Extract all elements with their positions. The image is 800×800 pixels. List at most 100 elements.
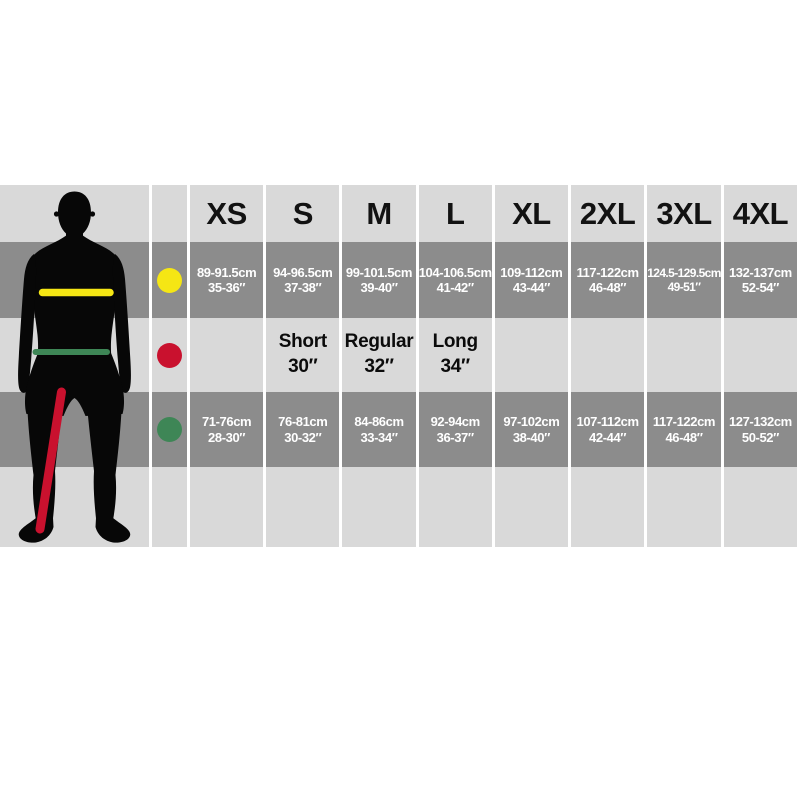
waist-in-value: 36-37″ [436, 429, 474, 445]
size-header-4xl: 4XL [723, 185, 797, 242]
silhouette-right-foot [95, 518, 131, 543]
size-header-l: L [418, 185, 492, 242]
chest-cell-4xl: 132-137cm 52-54″ [723, 242, 797, 318]
leg-cell-l: Long 34″ [418, 318, 492, 392]
figure-column-waist-cell [0, 392, 149, 467]
silhouette-left-arm [18, 254, 37, 393]
chest-cell-3xl: 124.5-129.5cm 49-51″ [647, 242, 721, 318]
empty-cell [418, 467, 492, 547]
waist-cell-m: 84-86cm 33-34″ [342, 392, 416, 467]
chest-in-value: 43-44″ [512, 280, 550, 295]
chest-in-value: 49-51″ [667, 280, 701, 294]
size-chart-table: XS S M L XL 2XL 3XL 4XL 89-91.5cm 35-36″ … [0, 185, 797, 547]
leg-length-label: Regular [344, 331, 414, 353]
leg-marker-cell [152, 318, 187, 392]
empty-cell [190, 467, 264, 547]
size-header-m: M [342, 185, 416, 242]
red-dot-icon [157, 342, 182, 368]
waist-in-value: 42-44″ [589, 429, 627, 445]
empty-cell [647, 467, 721, 547]
waist-cell-s: 76-81cm 30-32″ [266, 392, 340, 467]
leg-length-label: Short [278, 331, 327, 353]
model-silhouette [18, 191, 131, 543]
waist-cm-value: 107-112cm [576, 414, 639, 430]
chest-in-value: 39-40″ [360, 280, 398, 295]
leg-cell-m: Regular 32″ [342, 318, 416, 392]
empty-cell [723, 467, 797, 547]
leg-cell-4xl [723, 318, 797, 392]
chest-cell-2xl: 117-122cm 46-48″ [570, 242, 645, 318]
waist-cm-value: 92-94cm [430, 414, 481, 430]
waist-cm-value: 76-81cm [278, 414, 328, 430]
size-header-label: M [366, 195, 392, 231]
chest-cell-xs: 89-91.5cm 35-36″ [190, 242, 264, 318]
chest-cm-value: 94-96.5cm [273, 264, 333, 280]
silhouette-right-arm [112, 254, 131, 393]
size-header-label: XS [206, 195, 247, 231]
inside-leg-measure-band [35, 387, 66, 534]
chest-cm-value: 117-122cm [576, 264, 639, 280]
silhouette-head [58, 191, 91, 247]
size-header-label: S [292, 195, 314, 231]
waist-in-value: 38-40″ [512, 429, 550, 445]
empty-cell [266, 467, 340, 547]
chest-cm-value: 104-106.5cm [418, 264, 492, 280]
chest-cm-value: 99-101.5cm [345, 264, 413, 280]
chest-cell-s: 94-96.5cm 37-38″ [266, 242, 340, 318]
waist-cell-3xl: 117-122cm 46-48″ [647, 392, 721, 467]
empty-cell [152, 467, 187, 547]
silhouette-right-leg [87, 411, 122, 523]
leg-cell-2xl [570, 318, 645, 392]
size-header-label: 3XL [656, 195, 712, 231]
waist-cm-value: 71-76cm [201, 414, 252, 430]
size-header-3xl: 3XL [647, 185, 721, 242]
waist-cm-value: 97-102cm [503, 414, 560, 430]
leg-in-value: 30″ [288, 356, 318, 377]
chest-in-value: 37-38″ [284, 280, 322, 295]
waist-cell-xs: 71-76cm 28-30″ [190, 392, 264, 467]
chest-in-value: 41-42″ [436, 280, 474, 295]
marker-column-header-cell [152, 185, 187, 242]
leg-cell-s: Short 30″ [266, 318, 340, 392]
size-header-xl: XL [494, 185, 568, 242]
chest-cm-value: 132-137cm [728, 264, 792, 280]
size-header-label: 4XL [732, 195, 789, 231]
waist-in-value: 30-32″ [284, 429, 322, 445]
leg-in-value: 34″ [440, 356, 471, 377]
empty-cell [570, 467, 645, 547]
silhouette-shorts [24, 353, 125, 416]
empty-cell [342, 467, 416, 547]
waist-in-value: 28-30″ [208, 429, 246, 445]
waist-cell-2xl: 107-112cm 42-44″ [570, 392, 645, 467]
size-header-label: 2XL [579, 195, 636, 231]
chest-in-value: 52-54″ [741, 280, 779, 295]
waist-marker-cell [152, 392, 187, 467]
leg-cell-xl [494, 318, 568, 392]
chest-cm-value: 109-112cm [500, 264, 563, 280]
size-header-s: S [266, 185, 340, 242]
waist-cm-value: 127-132cm [728, 414, 792, 430]
chest-in-value: 35-36″ [208, 280, 246, 295]
size-header-2xl: 2XL [570, 185, 645, 242]
leg-in-value: 32″ [364, 356, 394, 377]
waist-in-value: 46-48″ [665, 429, 703, 445]
silhouette-torso [28, 235, 121, 359]
chest-marker-cell [152, 242, 187, 318]
green-dot-icon [157, 417, 182, 442]
chest-cell-xl: 109-112cm 43-44″ [494, 242, 568, 318]
yellow-dot-icon [157, 267, 182, 293]
leg-length-label: Long [432, 331, 479, 353]
size-header-label: XL [512, 195, 551, 231]
waist-cm-value: 117-122cm [652, 414, 716, 430]
waist-in-value: 50-52″ [741, 429, 779, 445]
size-header-xs: XS [190, 185, 264, 242]
waist-cell-xl: 97-102cm 38-40″ [494, 392, 568, 467]
empty-cell [494, 467, 568, 547]
chest-cm-value: 89-91.5cm [196, 264, 257, 280]
chest-cell-l: 104-106.5cm 41-42″ [418, 242, 492, 318]
leg-cell-xs [190, 318, 264, 392]
leg-cell-3xl [647, 318, 721, 392]
chest-cell-m: 99-101.5cm 39-40″ [342, 242, 416, 318]
chest-cm-value: 124.5-129.5cm [647, 265, 721, 280]
